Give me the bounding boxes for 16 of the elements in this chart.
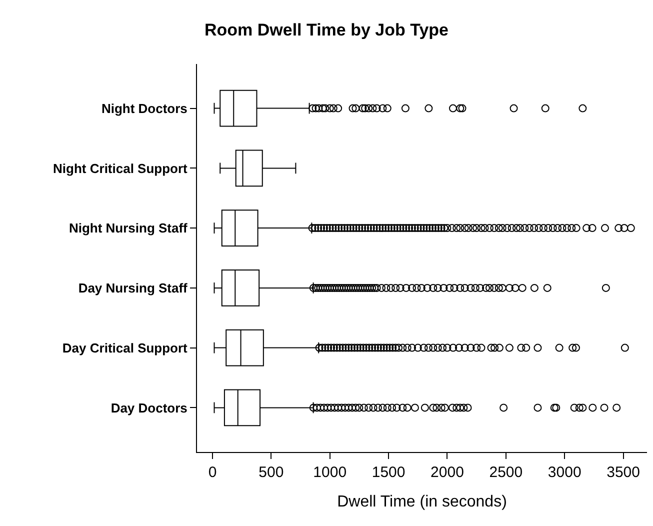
x-tick-label: 2000 <box>430 464 464 481</box>
x-axis-title: Dwell Time (in seconds) <box>337 494 507 511</box>
x-tick-label: 500 <box>258 464 284 481</box>
y-tick-label: Day Critical Support <box>62 340 188 356</box>
y-tick-label: Night Nursing Staff <box>68 220 188 236</box>
x-tick-label: 1000 <box>313 464 347 481</box>
x-tick-label: 3500 <box>606 464 640 481</box>
x-tick-label: 1500 <box>372 464 406 481</box>
x-tick-label: 3000 <box>548 464 582 481</box>
x-tick-label: 0 <box>208 464 217 481</box>
y-tick-label: Night Doctors <box>101 100 188 116</box>
y-tick-label: Night Critical Support <box>53 160 188 176</box>
y-tick-label: Day Doctors <box>110 400 188 416</box>
y-tick-label: Day Nursing Staff <box>78 280 188 296</box>
x-tick-label: 2500 <box>489 464 523 481</box>
chart-title: Room Dwell Time by Job Type <box>204 20 449 40</box>
